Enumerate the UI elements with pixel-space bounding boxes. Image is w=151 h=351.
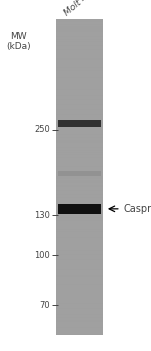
Bar — [56, 19, 103, 335]
Text: Caspr2: Caspr2 — [123, 204, 151, 214]
Text: 100: 100 — [34, 251, 50, 260]
Text: MW
(kDa): MW (kDa) — [6, 32, 31, 51]
Bar — [58, 172, 101, 176]
Text: 130: 130 — [34, 211, 50, 220]
Bar — [58, 120, 101, 127]
Bar — [58, 204, 101, 214]
Text: Molt 4: Molt 4 — [63, 0, 90, 18]
Text: 70: 70 — [39, 300, 50, 310]
Text: 250: 250 — [34, 125, 50, 134]
